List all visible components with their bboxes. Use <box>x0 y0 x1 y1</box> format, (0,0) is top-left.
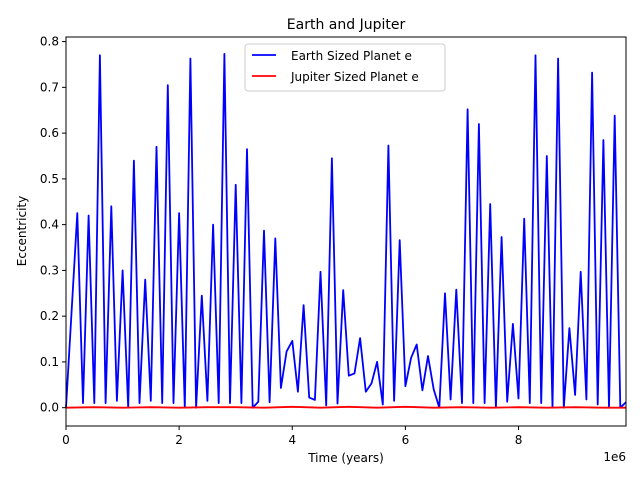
y-tick-label: 0.5 <box>40 172 59 186</box>
x-tick-label: 4 <box>288 433 296 447</box>
y-tick-label: 0.2 <box>40 309 59 323</box>
x-tick-label: 8 <box>515 433 523 447</box>
y-tick-label: 0.1 <box>40 355 59 369</box>
x-tick-label: 6 <box>402 433 410 447</box>
legend-label-earth: Earth Sized Planet e <box>291 49 412 63</box>
legend: Earth Sized Planet e Jupiter Sized Plane… <box>244 43 446 92</box>
chart-title: Earth and Jupiter <box>287 17 406 33</box>
legend-box <box>244 43 446 92</box>
x-axis-label: Time (years) <box>307 451 384 465</box>
y-tick-label: 0.8 <box>40 35 59 49</box>
y-tick-label: 0.0 <box>40 401 59 415</box>
plot-frame <box>65 36 627 427</box>
y-tick-label: 0.3 <box>40 263 59 277</box>
x-tick-label: 0 <box>62 433 70 447</box>
y-axis-label: Eccentricity <box>15 196 29 266</box>
y-tick-label: 0.6 <box>40 126 59 140</box>
y-tick-label: 0.7 <box>40 80 59 94</box>
y-tick-label: 0.4 <box>40 218 59 232</box>
x-axis-offset-label: 1e6 <box>603 450 626 464</box>
series-line-earth <box>65 53 627 409</box>
legend-label-jupiter: Jupiter Sized Planet e <box>290 70 419 84</box>
x-tick-label: 2 <box>175 433 183 447</box>
series-line-jupiter <box>65 405 626 409</box>
